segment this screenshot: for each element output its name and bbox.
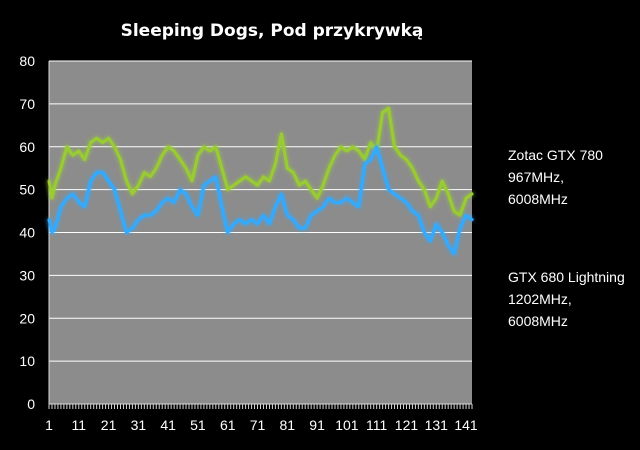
y-tick-label: 10 bbox=[19, 353, 35, 369]
y-tick-label: 70 bbox=[19, 96, 35, 112]
x-tick-label: 51 bbox=[190, 417, 206, 433]
x-tick-label: 71 bbox=[250, 417, 266, 433]
x-tick-label: 41 bbox=[160, 417, 176, 433]
legend-label: 1202MHz, bbox=[508, 291, 572, 307]
y-tick-label: 50 bbox=[19, 182, 35, 198]
x-tick-label: 91 bbox=[309, 417, 325, 433]
legend-label: 6008MHz bbox=[508, 313, 568, 329]
x-tick-label: 81 bbox=[280, 417, 296, 433]
plot-area bbox=[49, 60, 472, 404]
legend-label: Zotac GTX 780 bbox=[508, 147, 603, 163]
legend-label: GTX 680 Lightning bbox=[508, 269, 625, 285]
y-tick-label: 20 bbox=[19, 310, 35, 326]
x-tick-label: 101 bbox=[335, 417, 359, 433]
x-tick-label: 141 bbox=[454, 417, 478, 433]
chart-title: Sleeping Dogs, Pod przykrywką bbox=[121, 21, 424, 41]
x-tick-label: 21 bbox=[101, 417, 117, 433]
y-tick-label: 80 bbox=[19, 53, 35, 69]
legend-label: 6008MHz bbox=[508, 191, 568, 207]
x-tick-label: 31 bbox=[131, 417, 147, 433]
legend-label: 967MHz, bbox=[508, 169, 564, 185]
x-tick-label: 121 bbox=[395, 417, 419, 433]
series-line-gtx-680-lightning bbox=[47, 145, 474, 256]
y-tick-label: 40 bbox=[19, 225, 35, 241]
x-tick-label: 131 bbox=[425, 417, 449, 433]
series-layer bbox=[47, 106, 474, 256]
x-tick-label: 61 bbox=[220, 417, 236, 433]
legend: Zotac GTX 780 967MHz, 6008MHz GTX 680 Light… bbox=[481, 147, 625, 329]
x-tick-label: 1 bbox=[45, 417, 53, 433]
y-tick-label: 0 bbox=[27, 396, 35, 412]
y-tick-label: 60 bbox=[19, 139, 35, 155]
series-line-zotac-gtx-780 bbox=[47, 106, 474, 217]
x-tick-label: 11 bbox=[72, 417, 87, 433]
y-tick-label: 30 bbox=[19, 267, 35, 283]
x-tick-label: 111 bbox=[366, 417, 387, 433]
